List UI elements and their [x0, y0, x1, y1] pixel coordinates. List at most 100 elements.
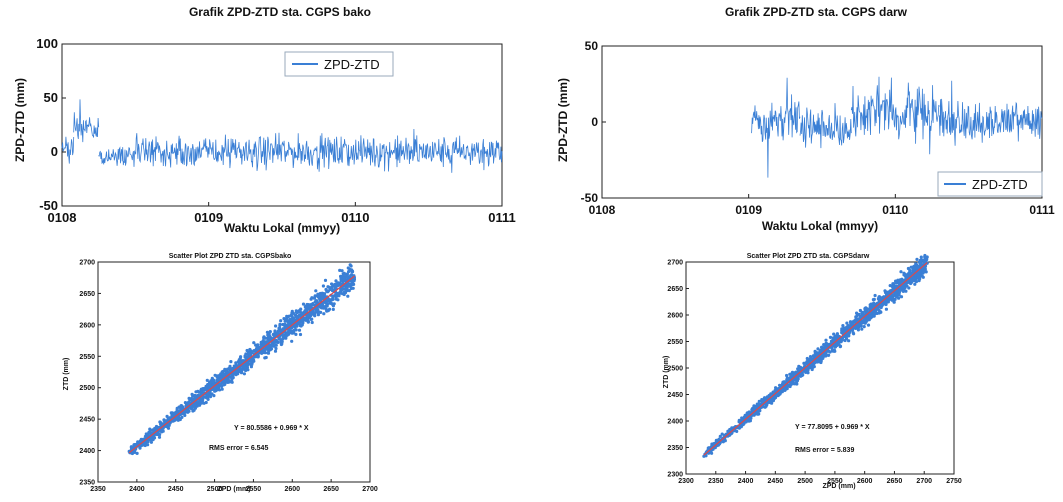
scatter-point: [913, 266, 917, 270]
scatter-point: [222, 372, 227, 377]
y-tick-label: 2700: [667, 260, 683, 267]
scatter-point: [244, 352, 248, 356]
scatter-point: [840, 331, 844, 335]
scatter-point: [249, 358, 253, 362]
scatter-point: [898, 288, 902, 292]
scatter-point: [298, 332, 303, 337]
scatter-point: [785, 373, 789, 378]
scatter-point: [894, 294, 898, 298]
scatter-point: [212, 394, 216, 398]
scatter-point: [148, 429, 153, 433]
scatter-point: [868, 303, 872, 307]
scatter-point: [222, 383, 226, 387]
scatter-point: [797, 364, 801, 368]
scatter-point: [282, 317, 286, 321]
scatter-point: [310, 296, 314, 300]
scatter-point: [161, 429, 165, 433]
scatter-point: [919, 258, 923, 262]
plot-area: 0108 0109 0110 0111 -50 0 50: [581, 39, 1055, 217]
x-tick-label: 2550: [827, 478, 843, 485]
scatter-point: [873, 311, 877, 316]
scatter-point: [806, 371, 810, 375]
scatter-point: [193, 406, 197, 410]
scatter-point: [822, 347, 826, 351]
scatter-point: [340, 288, 344, 292]
scatter-point: [190, 392, 194, 396]
scatter-point: [888, 289, 892, 293]
scatter-point: [920, 274, 924, 278]
scatter-point: [757, 399, 761, 403]
scatter-point: [197, 403, 202, 407]
scatter-point: [162, 418, 166, 422]
scatter-point: [832, 332, 836, 336]
scatter-point: [847, 339, 851, 343]
scatter-point: [309, 317, 313, 321]
scatter-point: [197, 400, 201, 404]
scatter-point: [919, 262, 923, 266]
y-tick-label: 2500: [667, 366, 683, 373]
scatter-point: [135, 451, 139, 455]
scatter-point: [245, 362, 249, 366]
scatter-point: [923, 255, 927, 259]
scatter-point: [785, 385, 789, 389]
scatter-point: [783, 387, 788, 391]
scatter-point: [820, 345, 824, 349]
scatter-point: [325, 298, 329, 303]
x-tick-label: 2600: [284, 486, 300, 493]
scatter-point: [824, 338, 828, 342]
scatter-point: [884, 307, 888, 311]
scatter-point: [320, 293, 324, 297]
y-tick-label: 2550: [79, 354, 95, 361]
scatter-point: [266, 351, 271, 355]
scatter-point: [246, 368, 250, 372]
x-tick-label: 0108: [48, 210, 77, 225]
scatter-point: [813, 360, 817, 364]
scatter-point: [907, 271, 911, 275]
scatter-point: [895, 281, 899, 285]
scatter-point: [218, 377, 222, 381]
scatter-point: [224, 369, 228, 373]
scatter-point: [763, 405, 767, 409]
scatter-point: [208, 390, 212, 394]
scatter-point: [304, 318, 308, 322]
scatter-point: [274, 346, 278, 351]
scatter-point: [846, 332, 850, 336]
scatter-point: [894, 291, 898, 296]
scatter-point: [871, 298, 875, 302]
scatter-point: [304, 309, 309, 313]
scatter-point: [217, 374, 221, 378]
scatter-point: [191, 409, 195, 413]
scatter-point: [226, 378, 230, 382]
scatter-point: [752, 405, 756, 409]
scatter-point: [289, 319, 293, 323]
scatter-point: [331, 288, 336, 292]
scatter-point: [866, 317, 870, 321]
y-axis-label: ZPD-ZTD (mm): [13, 78, 27, 162]
scatter-point: [325, 304, 329, 308]
x-axis-label: Waktu Lokal (mmyy): [224, 221, 340, 235]
x-tick-label: 2600: [857, 478, 873, 485]
scatter-point: [890, 298, 894, 302]
scatter-point: [752, 413, 756, 417]
scatter-point: [314, 289, 318, 293]
scatter-point: [914, 280, 918, 284]
scatter-point: [316, 313, 320, 317]
scatter-point: [204, 394, 209, 398]
scatter-point: [219, 372, 224, 376]
scatter-point: [790, 370, 795, 374]
y-tick-label: 2650: [79, 291, 95, 298]
scatter-point: [760, 398, 764, 402]
scatter-point: [183, 413, 187, 417]
scatter-point: [273, 334, 277, 338]
scatter-point: [882, 295, 886, 299]
scatter-point: [315, 306, 319, 310]
scatter-point: [904, 289, 908, 293]
scatter-point: [747, 410, 751, 414]
scatter-point: [305, 314, 309, 318]
scatter-point: [335, 282, 339, 286]
scatter-point: [213, 386, 217, 390]
y-tick-label: 2350: [667, 445, 683, 452]
scatter-point: [285, 319, 289, 323]
scatter-point: [342, 277, 346, 281]
scatter-point: [248, 352, 252, 356]
